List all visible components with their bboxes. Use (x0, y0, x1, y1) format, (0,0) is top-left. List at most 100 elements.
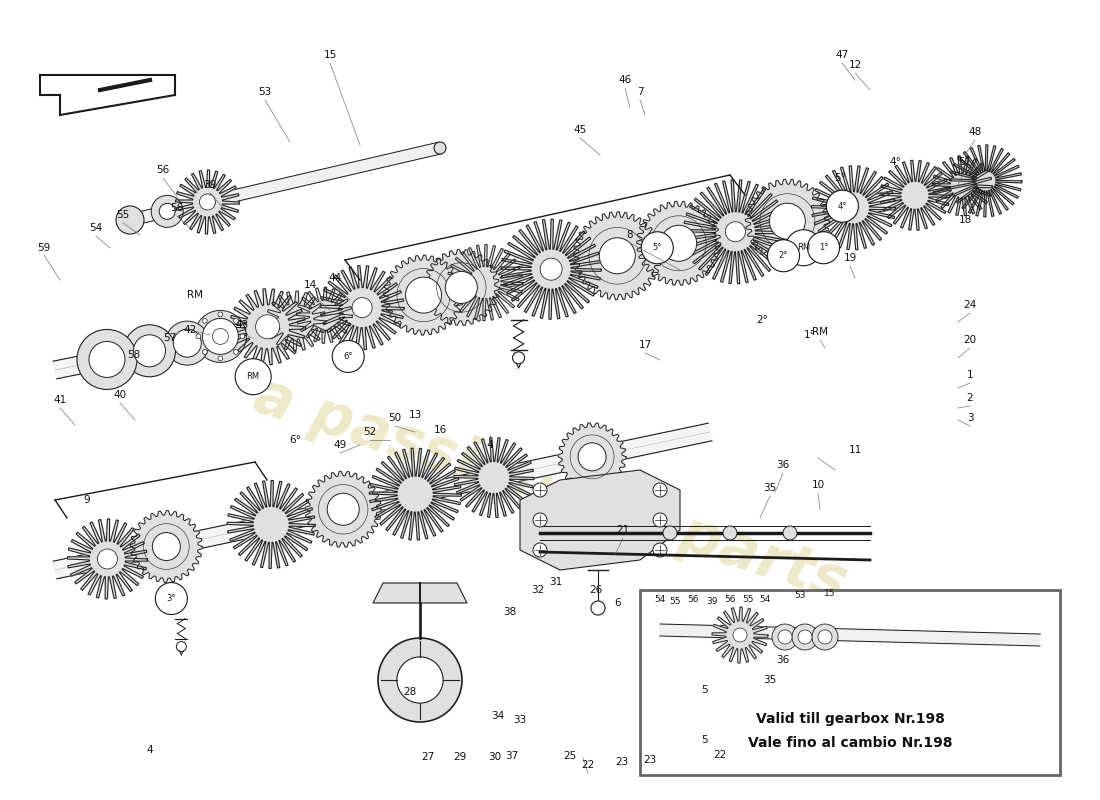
Circle shape (733, 628, 747, 642)
Text: 56: 56 (156, 165, 169, 175)
Polygon shape (573, 212, 661, 300)
Polygon shape (320, 266, 404, 350)
Text: 35: 35 (763, 483, 777, 493)
Text: 53: 53 (794, 591, 805, 601)
Text: 1°: 1° (804, 330, 816, 340)
Circle shape (826, 190, 858, 222)
Circle shape (778, 630, 792, 644)
Circle shape (653, 543, 667, 557)
Text: 13: 13 (408, 410, 421, 420)
Circle shape (218, 312, 223, 317)
FancyBboxPatch shape (640, 590, 1060, 775)
Circle shape (798, 630, 812, 644)
Text: 8: 8 (627, 230, 634, 240)
Circle shape (534, 513, 547, 527)
Circle shape (212, 328, 229, 344)
Circle shape (785, 230, 822, 266)
Circle shape (332, 341, 364, 373)
Circle shape (540, 258, 562, 280)
Text: 56: 56 (170, 203, 184, 213)
Text: 30: 30 (488, 752, 502, 762)
Circle shape (218, 356, 223, 361)
Text: RM: RM (187, 290, 204, 300)
Text: 44: 44 (329, 273, 342, 283)
Polygon shape (683, 180, 788, 284)
Circle shape (661, 226, 696, 262)
Text: 5°: 5° (834, 173, 846, 183)
Text: 6°: 6° (343, 352, 353, 361)
Text: 50: 50 (388, 413, 401, 423)
Text: 39: 39 (204, 180, 217, 190)
Circle shape (534, 543, 547, 557)
Text: 6°: 6° (289, 435, 301, 445)
Text: 59: 59 (37, 243, 51, 253)
Text: Valid till gearbox Nr.198: Valid till gearbox Nr.198 (756, 712, 945, 726)
Circle shape (202, 318, 207, 323)
Circle shape (653, 483, 667, 497)
Circle shape (151, 195, 184, 227)
Circle shape (152, 533, 180, 561)
Text: 5: 5 (702, 735, 708, 745)
Text: 46: 46 (618, 75, 631, 85)
Text: 29: 29 (453, 752, 466, 762)
Circle shape (77, 330, 138, 390)
Text: 28: 28 (404, 687, 417, 697)
Circle shape (327, 494, 360, 526)
Polygon shape (932, 156, 992, 216)
Circle shape (807, 232, 839, 264)
Text: 25: 25 (563, 751, 576, 761)
Text: 11: 11 (848, 445, 861, 455)
Text: 1°: 1° (818, 243, 828, 252)
Circle shape (116, 206, 144, 234)
Text: 34: 34 (492, 711, 505, 721)
Text: 24: 24 (964, 300, 977, 310)
Text: 37: 37 (505, 751, 518, 761)
Circle shape (255, 314, 279, 339)
Text: 27: 27 (421, 752, 434, 762)
Text: 39: 39 (706, 597, 717, 606)
Text: 2°: 2° (779, 251, 789, 260)
Text: 56: 56 (688, 595, 698, 605)
Polygon shape (67, 519, 147, 599)
Polygon shape (373, 583, 468, 603)
Text: 15: 15 (824, 590, 836, 598)
Circle shape (176, 642, 186, 651)
Polygon shape (949, 145, 1022, 217)
Polygon shape (305, 471, 382, 547)
Polygon shape (227, 481, 315, 569)
Polygon shape (502, 219, 601, 319)
Polygon shape (266, 291, 326, 351)
Polygon shape (384, 255, 463, 335)
Polygon shape (637, 202, 720, 286)
Circle shape (378, 638, 462, 722)
Circle shape (160, 203, 175, 219)
Text: 9: 9 (84, 495, 90, 505)
Text: 31: 31 (549, 577, 562, 587)
Circle shape (641, 232, 673, 264)
Text: RM: RM (246, 372, 260, 382)
Text: 4°: 4° (838, 202, 847, 210)
Polygon shape (370, 448, 461, 540)
Text: 20: 20 (964, 335, 977, 345)
Text: 5: 5 (702, 685, 708, 695)
Polygon shape (230, 289, 306, 365)
Text: 23: 23 (644, 755, 657, 765)
Text: 4°: 4° (889, 157, 901, 167)
Text: 48: 48 (968, 127, 981, 137)
Circle shape (202, 350, 207, 354)
Text: 22: 22 (714, 750, 727, 760)
Circle shape (783, 526, 798, 540)
Circle shape (768, 240, 800, 272)
Text: 6: 6 (615, 598, 622, 608)
Polygon shape (129, 142, 441, 226)
Polygon shape (131, 510, 202, 582)
Circle shape (98, 549, 118, 569)
Polygon shape (176, 170, 240, 234)
Text: RM: RM (812, 327, 828, 337)
Text: 54: 54 (759, 594, 771, 603)
Circle shape (818, 630, 832, 644)
Text: 55: 55 (742, 595, 754, 605)
Text: 3: 3 (967, 413, 974, 423)
Text: 51: 51 (958, 157, 971, 167)
Circle shape (406, 277, 441, 313)
